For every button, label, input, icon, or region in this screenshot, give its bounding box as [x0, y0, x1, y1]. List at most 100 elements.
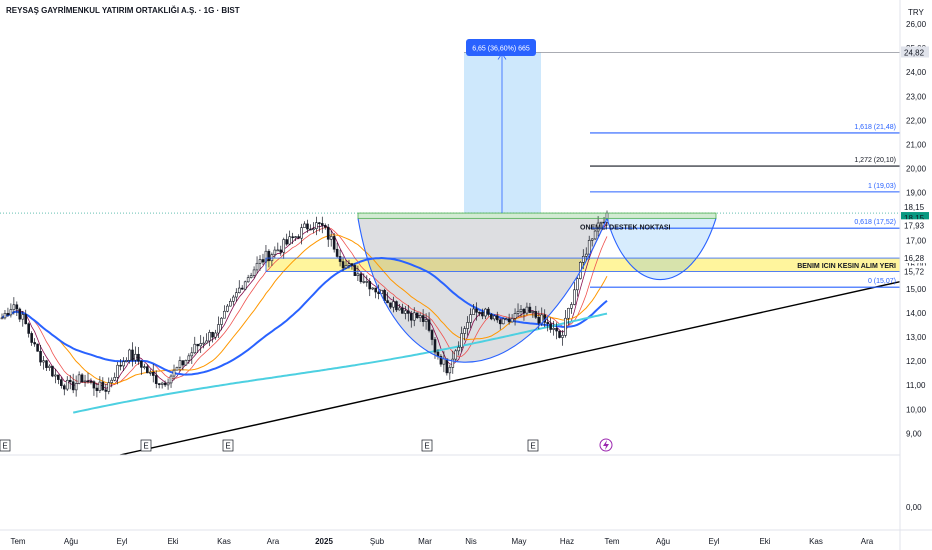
candle-body [457, 346, 461, 352]
candle-body [234, 292, 238, 298]
candle-body [80, 374, 84, 383]
candle-body [12, 304, 16, 310]
candle-body [163, 382, 167, 386]
time-tick-label: Haz [560, 537, 574, 546]
candle-body [439, 356, 443, 365]
candle-body [190, 352, 194, 357]
candle-body [89, 380, 93, 383]
candle-body [267, 250, 271, 262]
candle-body [306, 223, 309, 230]
measure-label-box [466, 39, 536, 56]
candle-body [240, 287, 244, 290]
candle-body [528, 306, 532, 313]
measure-label: 6,65 (36,60%) 665 [472, 46, 530, 53]
candle-body [561, 335, 564, 338]
buy-zone-annotation: BENIM ICIN KESIN ALIM YERI [797, 263, 896, 270]
candle-body [519, 308, 523, 312]
candle-body [258, 259, 262, 264]
price-tick-label: 23,00 [906, 92, 927, 101]
time-tick-label: Ara [267, 537, 280, 546]
cup-curve [357, 218, 608, 363]
candle-body [48, 365, 51, 368]
candle-body [27, 323, 30, 334]
candle-body [246, 277, 250, 283]
earnings-marker [222, 439, 234, 452]
candle-body [534, 311, 538, 318]
candle-body [86, 380, 90, 383]
time-tick-label: Nis [465, 537, 477, 546]
candle-body [261, 259, 265, 263]
price-tick-label: 15,00 [906, 285, 927, 294]
price-label-text: 15,72 [904, 268, 925, 277]
candle-body [279, 249, 283, 253]
candle-body [107, 382, 111, 392]
candle-body [338, 256, 342, 262]
price-tick-label: 17,00 [906, 237, 927, 246]
candle-body [297, 236, 300, 239]
time-tick-label: May [511, 537, 526, 546]
time-tick-label: Eyl [708, 537, 719, 546]
candle-body [498, 319, 502, 325]
price-tick-label: 26,00 [906, 20, 927, 29]
price-label-text: 17,93 [904, 221, 925, 230]
candle-body [285, 239, 289, 245]
time-tick-label: Kas [809, 537, 823, 546]
candle-body [175, 367, 179, 371]
earnings-marker [140, 439, 152, 452]
candle-body [157, 383, 161, 385]
candle-body [77, 374, 81, 384]
candle-body [525, 306, 529, 314]
candle-body [303, 223, 306, 228]
candle-body [570, 304, 573, 309]
candle-body [478, 311, 481, 314]
candle-body [584, 253, 588, 257]
pattern-fills [266, 52, 900, 363]
candle-body [596, 222, 600, 232]
candle-body [18, 308, 22, 320]
candle-body [549, 323, 552, 330]
candle-body [424, 319, 428, 322]
candle-body [255, 262, 259, 271]
candle-body [237, 287, 241, 293]
candle-body [273, 249, 277, 255]
price-label-text: 18,15 [904, 203, 925, 212]
earnings-marker [0, 439, 11, 452]
measure-range-box [464, 52, 541, 214]
candle-body [344, 265, 348, 269]
candle-body [39, 350, 42, 363]
candle-body [45, 360, 48, 368]
candle-body [537, 317, 541, 324]
candle-body [546, 322, 549, 324]
time-tick-label: Ara [861, 537, 874, 546]
time-tick-label: Eyl [116, 537, 127, 546]
candle-body [294, 236, 297, 238]
candle-body [131, 349, 134, 361]
candle-body [341, 261, 345, 269]
candle-body [493, 315, 496, 320]
candle-body [208, 332, 211, 342]
lower-pane-tick-label: 0,00 [906, 503, 922, 512]
candle-body [392, 301, 395, 308]
time-tick-label: Eki [759, 537, 770, 546]
price-tick-label: 21,00 [906, 140, 927, 149]
candle-body [83, 380, 87, 383]
candle-body [95, 387, 99, 391]
candle-body [166, 382, 170, 386]
candle-body [276, 249, 280, 252]
price-tick-label: 14,00 [906, 309, 927, 318]
candle-body [151, 371, 155, 376]
candle-body [3, 312, 7, 319]
candle-body [558, 330, 561, 338]
candle-body [62, 385, 66, 390]
candle-body [418, 315, 422, 319]
candle-body [386, 300, 389, 304]
candle-body [140, 360, 143, 368]
candle-body [356, 273, 360, 277]
candle-body [33, 342, 36, 345]
candle-body [51, 365, 54, 377]
candle-body [487, 308, 490, 315]
candle-body [193, 343, 197, 354]
candle-body [220, 317, 223, 325]
